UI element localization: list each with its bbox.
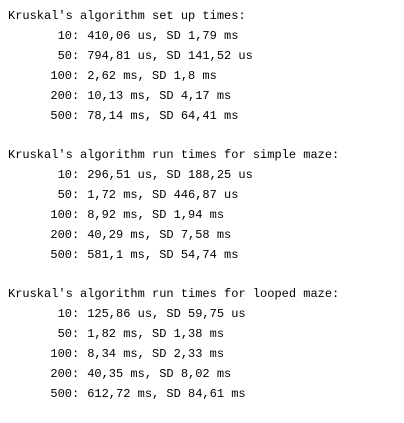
separator: : [72, 69, 80, 83]
simple-maze-section: Kruskal's algorithm run times for simple… [8, 145, 400, 265]
result-row: 50: 1,82 ms, SD 1,38 ms [8, 324, 400, 344]
separator: : [72, 307, 80, 321]
result-row: 500: 612,72 ms, SD 84,61 ms [8, 384, 400, 404]
timing-value: 40,35 ms, SD 8,02 ms [87, 367, 232, 381]
console-output: Kruskal's algorithm set up times: 10: 41… [8, 6, 400, 423]
result-row: 50: 1,72 ms, SD 446,87 us [8, 185, 400, 205]
result-row: 100: 8,92 ms, SD 1,94 ms [8, 205, 400, 225]
maze-size: 100 [50, 69, 72, 83]
maze-size: 500 [50, 387, 72, 401]
result-row: 200: 10,13 ms, SD 4,17 ms [8, 86, 400, 106]
result-row: 10: 125,86 us, SD 59,75 us [8, 304, 400, 324]
maze-size: 500 [50, 248, 72, 262]
timing-value: 2,62 ms, SD 1,8 ms [87, 69, 217, 83]
maze-size: 50 [57, 188, 72, 202]
timing-value: 10,13 ms, SD 4,17 ms [87, 89, 232, 103]
timing-value: 125,86 us, SD 59,75 us [87, 307, 246, 321]
separator: : [72, 49, 80, 63]
maze-size: 50 [57, 327, 72, 341]
result-row: 200: 40,29 ms, SD 7,58 ms [8, 225, 400, 245]
maze-size: 500 [50, 109, 72, 123]
maze-size: 200 [50, 228, 72, 242]
timing-value: 1,82 ms, SD 1,38 ms [87, 327, 225, 341]
maze-size: 50 [57, 49, 72, 63]
separator: : [72, 347, 80, 361]
separator: : [72, 168, 80, 182]
timing-value: 8,92 ms, SD 1,94 ms [87, 208, 225, 222]
separator: : [72, 367, 80, 381]
maze-size: 10 [57, 168, 72, 182]
timing-value: 296,51 us, SD 188,25 us [87, 168, 253, 182]
timing-value: 794,81 us, SD 141,52 us [87, 49, 253, 63]
maze-size: 10 [57, 307, 72, 321]
maze-size: 200 [50, 367, 72, 381]
separator: : [72, 387, 80, 401]
timing-value: 410,06 us, SD 1,79 ms [87, 29, 239, 43]
maze-size: 200 [50, 89, 72, 103]
timing-value: 1,72 ms, SD 446,87 us [87, 188, 239, 202]
timing-value: 78,14 ms, SD 64,41 ms [87, 109, 239, 123]
separator: : [72, 188, 80, 202]
timing-value: 612,72 ms, SD 84,61 ms [87, 387, 246, 401]
result-row: 200: 40,35 ms, SD 8,02 ms [8, 364, 400, 384]
result-row: 10: 410,06 us, SD 1,79 ms [8, 26, 400, 46]
separator: : [72, 248, 80, 262]
separator: : [72, 208, 80, 222]
looped-maze-section: Kruskal's algorithm run times for looped… [8, 284, 400, 404]
timing-value: 8,34 ms, SD 2,33 ms [87, 347, 225, 361]
result-row: 100: 8,34 ms, SD 2,33 ms [8, 344, 400, 364]
timing-value: 581,1 ms, SD 54,74 ms [87, 248, 239, 262]
result-row: 10: 296,51 us, SD 188,25 us [8, 165, 400, 185]
section-heading: Kruskal's algorithm run times for looped… [8, 287, 340, 301]
separator: : [72, 109, 80, 123]
section-heading: Kruskal's algorithm set up times: [8, 9, 246, 23]
result-row: 500: 581,1 ms, SD 54,74 ms [8, 245, 400, 265]
result-row: 100: 2,62 ms, SD 1,8 ms [8, 66, 400, 86]
separator: : [72, 327, 80, 341]
timing-value: 40,29 ms, SD 7,58 ms [87, 228, 232, 242]
result-row: 500: 78,14 ms, SD 64,41 ms [8, 106, 400, 126]
separator: : [72, 89, 80, 103]
maze-size: 100 [50, 208, 72, 222]
separator: : [72, 228, 80, 242]
section-heading: Kruskal's algorithm run times for simple… [8, 148, 340, 162]
maze-size: 10 [57, 29, 72, 43]
maze-size: 100 [50, 347, 72, 361]
result-row: 50: 794,81 us, SD 141,52 us [8, 46, 400, 66]
setup-times-section: Kruskal's algorithm set up times: 10: 41… [8, 6, 400, 126]
separator: : [72, 29, 80, 43]
